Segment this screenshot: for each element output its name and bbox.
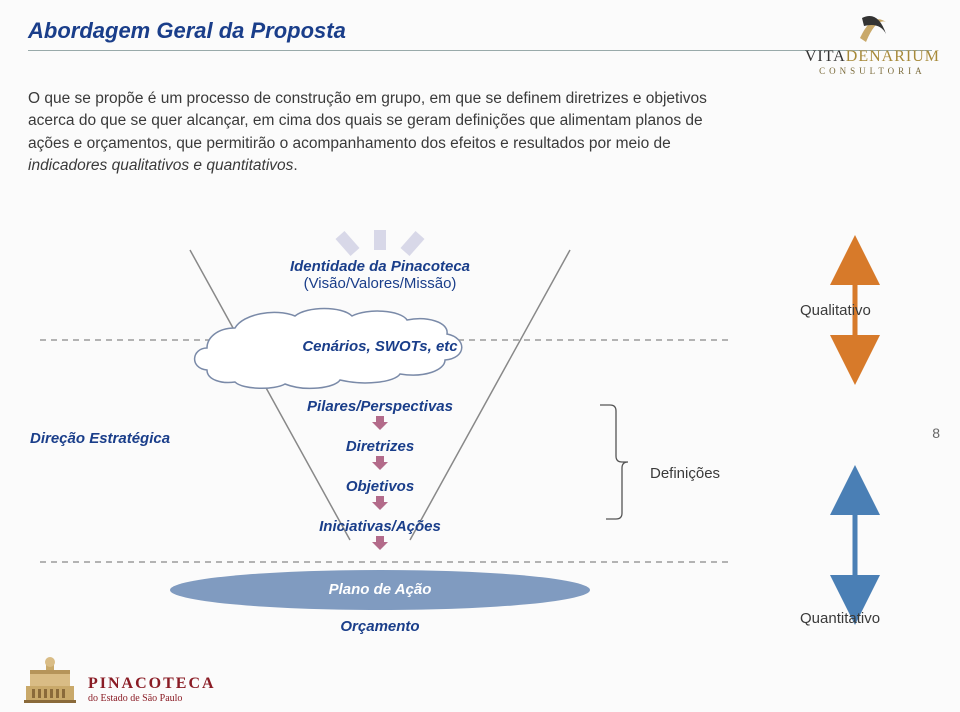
strategy-funnel-diagram: Identidade da Pinacoteca (Visão/Valores/… bbox=[0, 230, 960, 660]
page-title: Abordagem Geral da Proposta bbox=[28, 18, 932, 44]
identity-line1: Identidade da Pinacoteca bbox=[290, 258, 470, 275]
vita-name: VITADENARIUM bbox=[805, 48, 940, 66]
pinacoteca-logo: PINACOTECA do Estado de São Paulo bbox=[20, 656, 216, 704]
definitions-bracket-icon bbox=[600, 405, 628, 519]
pillars-label: Pilares/Perspectivas bbox=[280, 398, 480, 415]
identity-label: Identidade da Pinacoteca (Visão/Valores/… bbox=[260, 258, 500, 292]
strategic-direction-label: Direção Estratégica bbox=[30, 430, 170, 447]
paragraph-pre: O que se propõe é um processo de constru… bbox=[28, 90, 707, 152]
pinacoteca-sub: do Estado de São Paulo bbox=[88, 693, 216, 704]
title-underline bbox=[28, 50, 932, 51]
intro-paragraph: O que se propõe é um processo de constru… bbox=[28, 88, 748, 178]
page-number: 8 bbox=[932, 425, 940, 441]
funnel-left-line bbox=[190, 250, 350, 540]
paragraph-italic: indicadores qualitativos e quantitativos bbox=[28, 157, 293, 174]
budget-label: Orçamento bbox=[280, 618, 480, 635]
vita-part1: VITA bbox=[805, 48, 846, 65]
objectives-label: Objetivos bbox=[280, 478, 480, 495]
starburst-icon bbox=[340, 230, 420, 252]
vita-part2: DENARIUM bbox=[846, 48, 940, 65]
plan-label: Plano de Ação bbox=[280, 581, 480, 598]
qualitative-label: Qualitativo bbox=[800, 302, 871, 319]
quantitative-label: Quantitativo bbox=[800, 610, 880, 627]
identity-line2: (Visão/Valores/Missão) bbox=[304, 275, 457, 292]
vita-sub: CONSULTORIA bbox=[805, 66, 940, 76]
definitions-label: Definições bbox=[650, 465, 720, 482]
directives-label: Diretrizes bbox=[280, 438, 480, 455]
pinacoteca-name: PINACOTECA bbox=[88, 675, 216, 693]
vitadenarium-logo: VITADENARIUM CONSULTORIA bbox=[805, 8, 940, 76]
paragraph-post: . bbox=[293, 157, 297, 174]
funnel-right-line bbox=[410, 250, 570, 540]
scenarios-label: Cenários, SWOTs, etc bbox=[270, 338, 490, 355]
initiatives-label: Iniciativas/Ações bbox=[280, 518, 480, 535]
swoosh-icon bbox=[852, 8, 892, 48]
building-icon bbox=[20, 656, 80, 704]
